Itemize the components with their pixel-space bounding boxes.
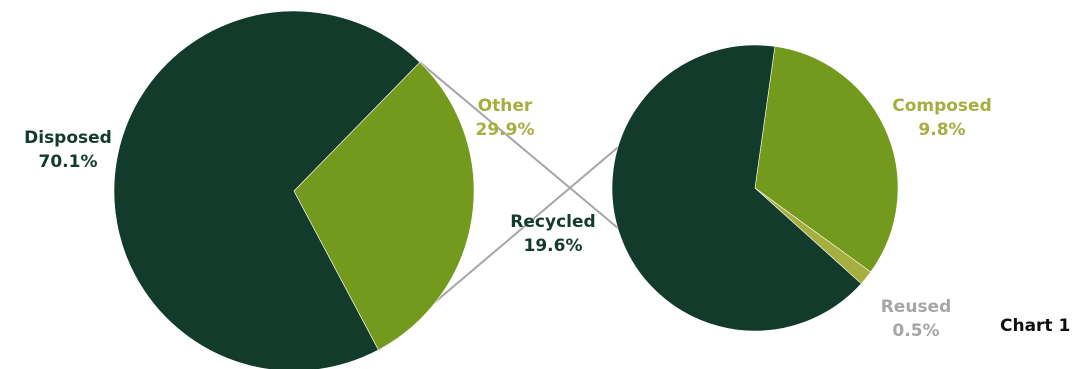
pie-slice-other [293, 61, 475, 351]
data-label-recycled: Recycled 19.6% [510, 212, 595, 256]
main-pie [113, 10, 475, 369]
data-label-disposed: Disposed 70.1% [24, 128, 112, 172]
pie-slice-composed [754, 46, 899, 273]
data-label-other: Other 29.9% [476, 96, 535, 140]
data-labels: Disposed 70.1% Other 29.9% Composed 9.8% Reuse… [24, 96, 992, 341]
data-label-composed: Composed 9.8% [892, 96, 992, 140]
secondary-pie [611, 44, 899, 332]
chart-caption: Chart 1 [1000, 316, 1070, 336]
data-label-reused: Reused 0.5% [881, 297, 952, 341]
pie-slice-recycled [611, 44, 862, 332]
